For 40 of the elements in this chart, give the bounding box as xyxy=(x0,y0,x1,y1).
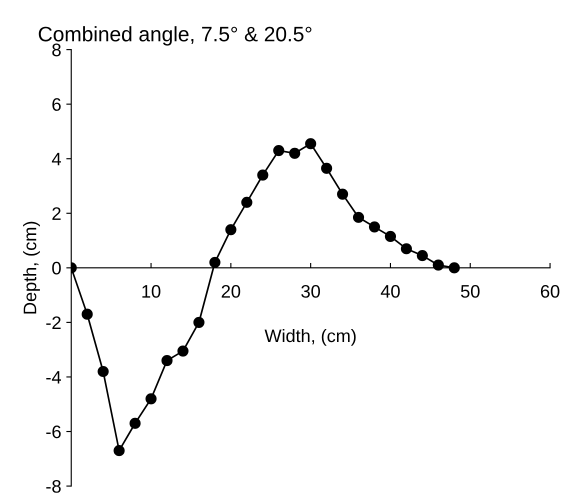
y-tick-label: 6 xyxy=(52,98,61,111)
point xyxy=(400,243,412,254)
point xyxy=(416,250,428,262)
point xyxy=(352,212,364,223)
y-tick-label: -4 xyxy=(46,371,61,384)
point xyxy=(209,256,220,268)
point xyxy=(193,316,204,328)
point xyxy=(145,393,157,404)
point xyxy=(273,144,284,156)
x-tick-label: 10 xyxy=(142,284,160,298)
y-tick-label: -6 xyxy=(46,425,61,438)
point xyxy=(368,221,380,232)
point xyxy=(241,196,252,208)
point xyxy=(384,230,396,242)
x-tick-label: 60 xyxy=(540,284,560,298)
point xyxy=(130,418,141,429)
x-tick-label: 40 xyxy=(380,284,400,298)
point xyxy=(289,148,300,159)
y-tick-label: -2 xyxy=(46,316,61,329)
y-tick-label: 2 xyxy=(52,207,61,220)
x-axis-title: Width, (cm) xyxy=(264,328,356,346)
y-tick-label: 4 xyxy=(52,152,61,166)
x-tick-label: 50 xyxy=(460,284,480,298)
y-tick-label: 0 xyxy=(52,262,61,275)
point xyxy=(161,355,173,366)
point xyxy=(305,138,316,150)
point xyxy=(114,445,125,456)
point xyxy=(82,308,93,320)
point xyxy=(432,260,444,271)
point xyxy=(321,162,332,174)
point xyxy=(225,224,236,236)
point xyxy=(177,345,189,357)
point xyxy=(257,170,268,181)
y-tick-label: -8 xyxy=(46,480,61,493)
y-tick-label: 8 xyxy=(52,44,61,56)
x-tick-label: 20 xyxy=(222,284,240,298)
y-axis-title: Depth, (cm) xyxy=(23,222,40,314)
x-tick-label: 30 xyxy=(301,284,320,298)
point xyxy=(337,188,348,200)
point xyxy=(98,366,109,378)
